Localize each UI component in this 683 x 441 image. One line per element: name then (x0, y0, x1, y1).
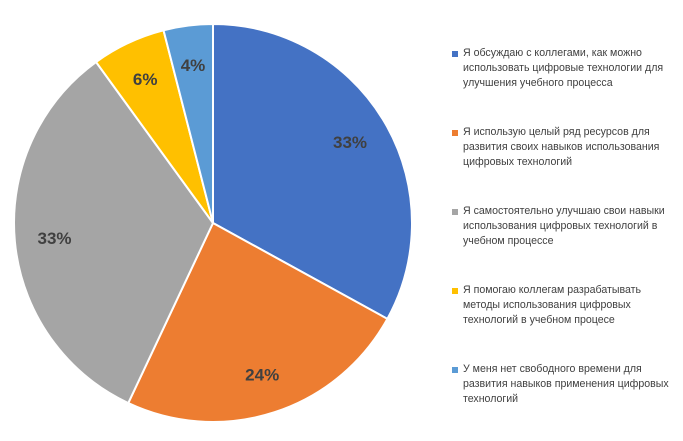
legend-swatch (452, 209, 458, 215)
pie-slice (212, 22, 413, 321)
slice-value-label: 24% (245, 365, 279, 384)
legend-label: Я помогаю коллегам разрабатывать методы … (463, 284, 642, 326)
slice-value-label: 6% (133, 70, 158, 89)
pie-slice (126, 221, 389, 423)
legend-label: Я использую целый ряд ресурсов для разви… (463, 126, 660, 168)
legend-item: Я обсуждаю с коллегами, как можно исполь… (452, 46, 680, 125)
legend-swatch (452, 288, 458, 294)
legend-swatch (452, 51, 458, 57)
legend-item: Я использую целый ряд ресурсов для разви… (452, 125, 680, 204)
slice-value-label: 33% (333, 133, 367, 152)
legend-swatch (452, 367, 458, 373)
legend-label: Я обсуждаю с коллегами, как можно исполь… (463, 47, 664, 89)
slice-value-label: 33% (37, 229, 71, 248)
pie-slice (13, 60, 215, 405)
legend-swatch (452, 130, 458, 136)
pie-slice (162, 22, 214, 224)
slice-value-label: 4% (181, 56, 206, 75)
legend-label: Я самостоятельно улучшаю свои навыки исп… (463, 205, 665, 247)
legend: Я обсуждаю с коллегами, как можно исполь… (452, 46, 680, 441)
legend-item: У меня нет свободного времени для развит… (452, 362, 680, 441)
pie-chart: 33% 24% 33% 6% 4% (13, 22, 413, 423)
legend-item: Я самостоятельно улучшаю свои навыки исп… (452, 204, 680, 283)
legend-item: Я помогаю коллегам разрабатывать методы … (452, 283, 680, 362)
legend-label: У меня нет свободного времени для развит… (463, 363, 669, 405)
